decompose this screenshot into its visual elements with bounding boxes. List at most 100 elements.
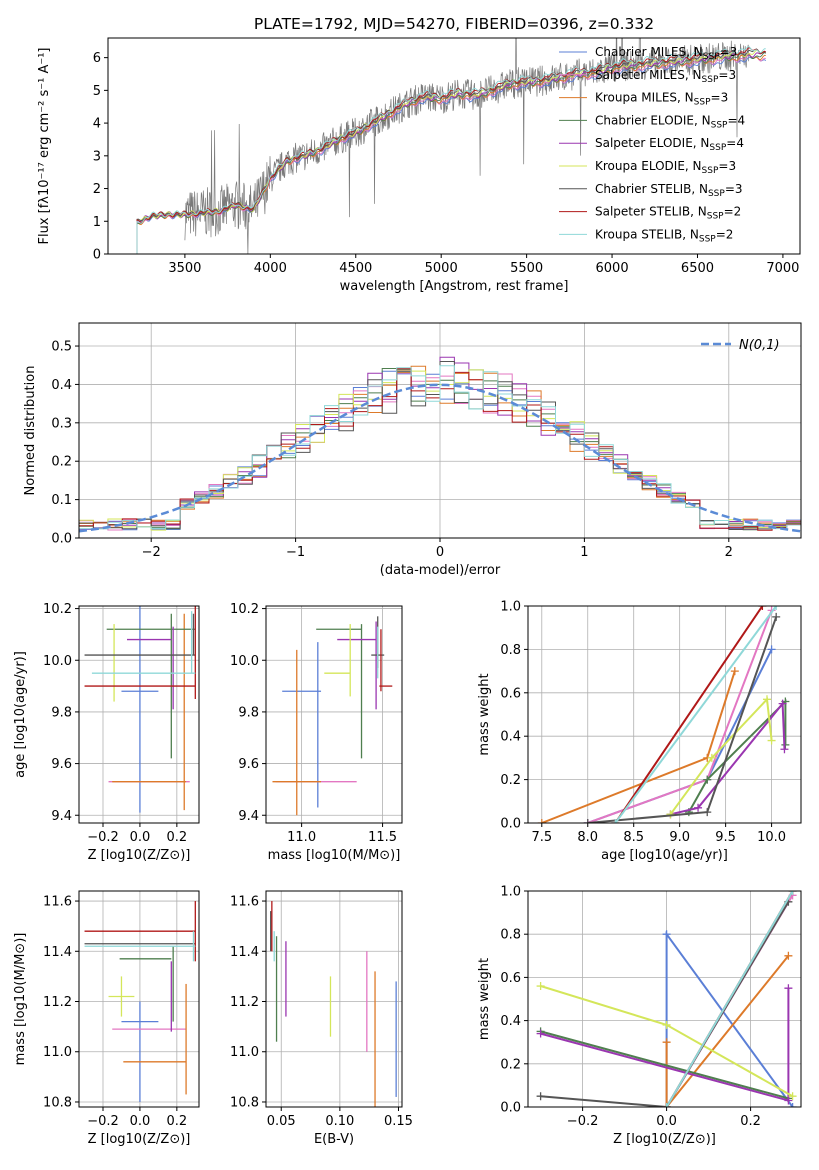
x-tick-label: 0.2 <box>167 1114 188 1129</box>
y-tick-label: 4 <box>93 117 101 132</box>
x-axis-label: age [log10(age/yr)] <box>601 848 728 863</box>
y-axis-label: mass weight <box>477 958 492 1040</box>
model-spectrum-line <box>136 51 766 254</box>
y-tick-label: 0.5 <box>51 340 72 355</box>
legend-entry: Chabrier STELIB, NSSP=3 <box>595 182 743 199</box>
x-tick-label: 11.5 <box>368 830 397 845</box>
chart-mass-vs-Z: −0.2 0.0 0.2 10.8 11.0 11.2 11.4 11.6 Z [log10(Z… <box>13 890 200 1147</box>
y-tick-label: 9.8 <box>238 705 259 720</box>
data-point <box>662 1103 671 1107</box>
model-spectrum-line <box>136 55 767 254</box>
y-tick-label: 5 <box>93 84 101 99</box>
data-point <box>537 819 546 823</box>
chart-mass-vs-EBV: 0.05 0.10 0.15 10.8 11.0 11.2 11.4 11.6 E(B-V) <box>230 890 413 1147</box>
x-axis-label: mass [log10(M/M⊙)] <box>268 848 401 863</box>
axes-frame <box>527 605 802 824</box>
data-point <box>730 667 739 676</box>
x-tick-label: 0.10 <box>325 1114 354 1129</box>
y-tick-label: 11.2 <box>230 995 259 1010</box>
x-axis-label: Z [log10(Z/Z⊙)] <box>88 1132 191 1147</box>
x-tick-label: 0.2 <box>167 830 188 845</box>
plot-area <box>84 606 196 813</box>
y-tick-label: 1 <box>93 215 101 230</box>
y-tick-label: 9.6 <box>238 757 259 772</box>
weight-line <box>540 1030 789 1100</box>
x-tick-label: 9.0 <box>669 830 690 845</box>
chart-age-vs-Z: −0.2 0.0 0.2 9.4 9.6 9.8 10.0 10.2 Z [log10(Z/Z⊙… <box>13 602 200 863</box>
data-point <box>772 612 781 621</box>
weight-line <box>614 606 778 823</box>
x-tick-label: 2 <box>725 545 733 560</box>
y-tick-label: 0.8 <box>500 928 521 943</box>
y-tick-label: 9.8 <box>51 705 72 720</box>
data-point <box>662 1020 671 1029</box>
x-tick-label: 6000 <box>596 261 629 276</box>
data-point <box>758 606 767 610</box>
axes-frame <box>78 322 802 539</box>
legend-entry: Chabrier MILES, NSSP=3 <box>595 45 737 62</box>
plot-area <box>84 901 196 1102</box>
y-tick-label: 10.8 <box>43 1095 72 1110</box>
x-tick-label: 7000 <box>766 261 799 276</box>
legend-entry: Salpeter STELIB, NSSP=2 <box>595 205 741 222</box>
legend-entry: Salpeter ELODIE, NSSP=4 <box>595 136 744 153</box>
x-tick-label: 4000 <box>254 261 287 276</box>
y-tick-label: 10.0 <box>230 654 259 669</box>
data-point <box>536 1092 545 1101</box>
data-point <box>762 695 771 704</box>
y-axis-label: Flux [fλ10⁻¹⁷ erg cm⁻² s⁻¹ A⁻¹] <box>37 48 52 245</box>
y-tick-label: 0.0 <box>500 1101 521 1116</box>
x-tick-label: 0.15 <box>384 1114 413 1129</box>
y-tick-label: 9.4 <box>51 809 72 824</box>
y-tick-label: 0.2 <box>500 1057 521 1072</box>
model-spectrum-line <box>136 54 766 254</box>
chart-age-vs-mass: 11.0 11.5 9.4 9.6 9.8 10.0 10.2 mass [log10(M/M… <box>230 602 403 863</box>
x-tick-label: 10.0 <box>757 830 786 845</box>
data-point <box>767 645 776 654</box>
data-point <box>662 1038 671 1047</box>
y-tick-label: 11.4 <box>230 945 259 960</box>
weight-line <box>540 901 790 1107</box>
y-tick-label: 0.2 <box>500 773 521 788</box>
y-tick-label: 11.2 <box>43 995 72 1010</box>
y-tick-label: 0.0 <box>500 817 521 832</box>
y-tick-label: 6 <box>93 51 101 66</box>
data-point <box>536 982 545 991</box>
legend-entry: Chabrier ELODIE, NSSP=4 <box>595 113 745 130</box>
plot-area <box>270 901 397 1107</box>
y-tick-label: 0.1 <box>51 493 72 508</box>
x-axis-label: Z [log10(Z/Z⊙)] <box>613 1132 716 1147</box>
plot-area <box>536 891 797 1107</box>
x-tick-label: 0.2 <box>740 1114 761 1129</box>
y-axis-label: mass weight <box>477 673 492 755</box>
data-point <box>784 1096 793 1105</box>
y-tick-label: 1.0 <box>500 885 521 900</box>
weight-line <box>541 670 736 823</box>
chart-weight-vs-age: 7.5 8.0 8.5 9.0 9.5 10.0 0.0 0.2 0.4 0.6 0.8 1.0 age… <box>477 600 802 863</box>
plot-area <box>79 356 801 533</box>
weight-line <box>614 606 764 823</box>
x-tick-label: −1 <box>286 545 305 560</box>
data-point <box>611 819 620 823</box>
y-tick-label: 11.0 <box>43 1045 72 1060</box>
y-axis-label: Normed distribution <box>23 366 38 496</box>
y-axis-label: mass [log10(M/M⊙)] <box>13 933 28 1066</box>
axes-frame <box>107 37 801 255</box>
plot-area <box>537 606 790 823</box>
data-point <box>788 1092 797 1101</box>
data-point <box>784 984 793 993</box>
observed-spectrum-line <box>184 38 750 254</box>
x-axis-label: wavelength [Angstrom, rest frame] <box>340 279 569 294</box>
x-tick-label: 4500 <box>339 261 372 276</box>
data-point <box>767 736 776 745</box>
y-tick-label: 10.8 <box>230 1095 259 1110</box>
y-tick-label: 9.6 <box>51 757 72 772</box>
x-tick-label: 0.05 <box>267 1114 296 1129</box>
y-tick-label: 0.4 <box>500 1014 521 1029</box>
data-point <box>788 1103 797 1107</box>
data-point <box>780 745 789 754</box>
data-point <box>583 819 592 823</box>
y-tick-label: 10.2 <box>43 602 72 617</box>
x-tick-label: −0.2 <box>87 830 119 845</box>
y-tick-label: 10.0 <box>43 654 72 669</box>
